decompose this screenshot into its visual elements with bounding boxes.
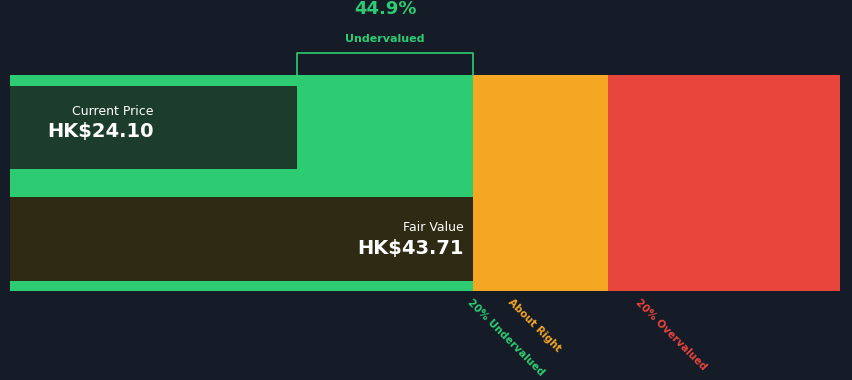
Bar [10,187,472,281]
Text: 20% Overvalued: 20% Overvalued [633,297,708,372]
Text: Fair Value: Fair Value [403,222,463,234]
Bar [10,76,297,169]
Bar [10,281,472,291]
Text: HK$43.71: HK$43.71 [357,239,463,258]
Bar [472,76,607,291]
Text: Current Price: Current Price [72,105,153,118]
Text: 20% Undervalued: 20% Undervalued [465,297,545,378]
Text: 44.9%: 44.9% [354,0,416,19]
Bar [10,169,472,179]
Bar [10,76,472,86]
Text: HK$24.10: HK$24.10 [47,122,153,141]
Text: About Right: About Right [505,297,562,354]
Text: Undervalued: Undervalued [345,34,424,44]
Bar [10,187,472,197]
Bar [10,76,472,291]
Bar [607,76,839,291]
